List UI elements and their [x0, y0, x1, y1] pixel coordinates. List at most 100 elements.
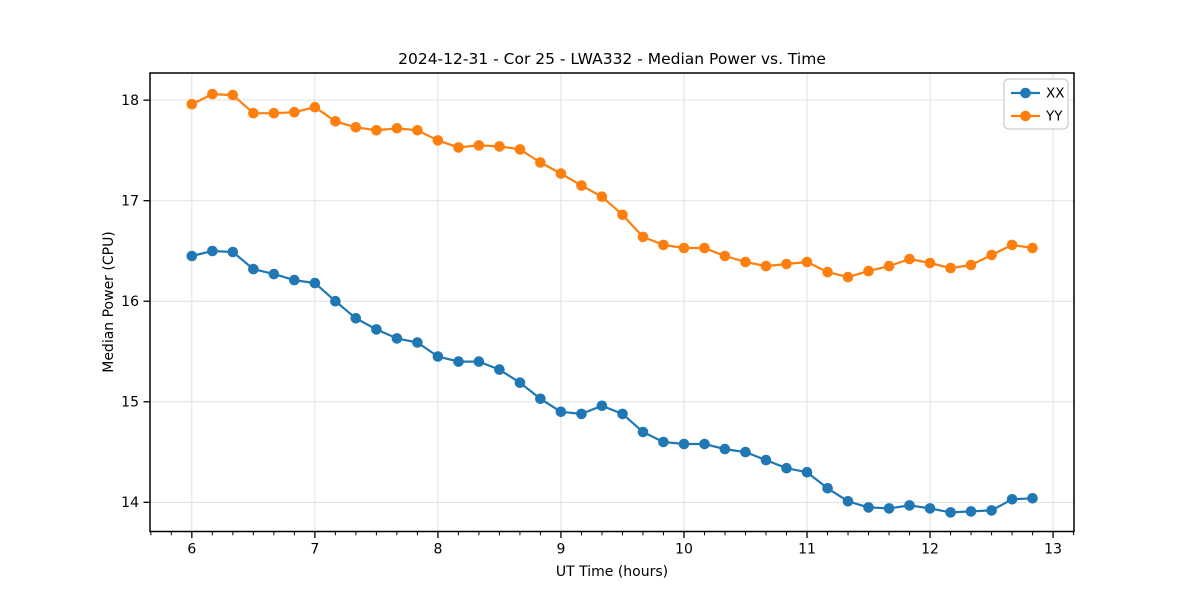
data-point-xx [986, 505, 997, 516]
axis-ticks: 6 7 8 9 10 11 12 13 14 15 16 17 18 [121, 93, 1075, 558]
data-point-yy [453, 142, 464, 153]
data-point-xx [904, 500, 915, 511]
data-point-yy [658, 239, 669, 251]
data-point-xx [412, 337, 423, 348]
data-point-yy [330, 116, 341, 127]
data-point-yy [289, 106, 300, 118]
data-point-yy [924, 257, 936, 269]
y-axis-label: Median Power (CPU) [101, 231, 117, 373]
data-point-yy [986, 249, 997, 261]
data-point-xx [883, 503, 895, 514]
x-tick-label: 8 [433, 542, 442, 558]
data-point-yy [1006, 239, 1018, 251]
data-point-yy [514, 144, 526, 155]
data-point-yy [391, 123, 403, 134]
x-axis-label: UT Time (hours) [556, 564, 668, 580]
data-point-xx [965, 506, 977, 517]
data-point-yy [1027, 242, 1038, 254]
data-point-xx [658, 436, 669, 448]
series-yy [186, 88, 1038, 283]
data-point-xx [699, 438, 710, 450]
chart-title: 2024-12-31 - Cor 25 - LWA332 - Median Po… [398, 50, 826, 68]
x-tick-label: 11 [798, 542, 816, 558]
data-point-xx [309, 277, 321, 289]
data-point-xx [268, 268, 280, 280]
data-point-xx [637, 426, 649, 438]
y-tick-label: 17 [121, 193, 139, 209]
data-point-yy [248, 107, 259, 119]
data-point-yy [207, 88, 218, 100]
y-tick-label: 18 [121, 93, 139, 109]
data-point-xx [719, 443, 731, 455]
data-point-xx [248, 263, 259, 275]
data-point-xx [842, 496, 854, 507]
data-point-xx [945, 507, 956, 518]
data-point-xx [576, 408, 587, 420]
x-tick-label: 9 [556, 542, 565, 558]
data-point-yy [186, 98, 198, 110]
data-point-yy [699, 242, 710, 254]
data-point-xx [186, 250, 198, 262]
data-point-yy [350, 122, 362, 133]
data-point-yy [842, 271, 854, 283]
data-point-yy [555, 168, 567, 179]
data-point-yy [535, 157, 546, 168]
x-tick-label: 7 [310, 542, 319, 558]
data-point-xx [555, 406, 567, 418]
data-point-xx [350, 313, 362, 324]
data-point-yy [719, 250, 731, 262]
data-point-xx [514, 377, 526, 389]
series-xx [186, 245, 1038, 518]
data-point-yy [371, 125, 382, 136]
data-point-xx [227, 246, 239, 258]
legend-label: XX [1046, 86, 1065, 102]
data-point-yy [883, 260, 895, 272]
data-point-yy [740, 256, 751, 268]
data-point-yy [596, 191, 608, 202]
series-line-xx [190, 249, 1034, 514]
data-point-xx [781, 462, 792, 474]
data-point-yy [576, 180, 587, 191]
legend-marker [1020, 87, 1031, 99]
data-point-yy [822, 266, 833, 278]
x-tick-label: 13 [1044, 542, 1062, 558]
data-point-xx [473, 356, 485, 367]
data-point-xx [453, 356, 464, 367]
data-point-xx [535, 393, 546, 405]
series-line-yy [190, 92, 1034, 279]
data-point-xx [678, 438, 690, 450]
data-point-yy [781, 258, 792, 270]
data-point-xx [801, 466, 813, 478]
data-point-xx [740, 446, 751, 458]
legend-marker [1020, 110, 1031, 122]
data-point-yy [432, 135, 444, 146]
data-point-yy [904, 253, 915, 265]
data-point-yy [268, 107, 280, 119]
data-point-yy [617, 209, 628, 221]
data-point-xx [863, 502, 874, 513]
data-point-xx [1027, 493, 1038, 504]
y-tick-label: 14 [121, 495, 139, 511]
legend: XX YY [1003, 78, 1069, 130]
grid-lines [150, 73, 1074, 532]
data-point-yy [637, 231, 649, 243]
x-tick-label: 10 [675, 542, 693, 558]
data-point-yy [473, 140, 485, 151]
data-point-xx [391, 333, 403, 344]
data-point-yy [965, 259, 977, 271]
data-point-xx [289, 274, 300, 286]
data-point-yy [494, 141, 505, 152]
data-point-yy [678, 242, 690, 254]
data-point-yy [309, 101, 321, 113]
data-point-xx [596, 400, 608, 412]
data-point-yy [945, 262, 956, 274]
data-point-yy [801, 256, 813, 268]
x-tick-label: 6 [187, 542, 196, 558]
data-point-yy [227, 89, 239, 101]
series-layer [186, 88, 1038, 518]
plot-border [149, 72, 1075, 533]
data-point-xx [924, 503, 936, 514]
y-tick-label: 16 [121, 294, 139, 310]
